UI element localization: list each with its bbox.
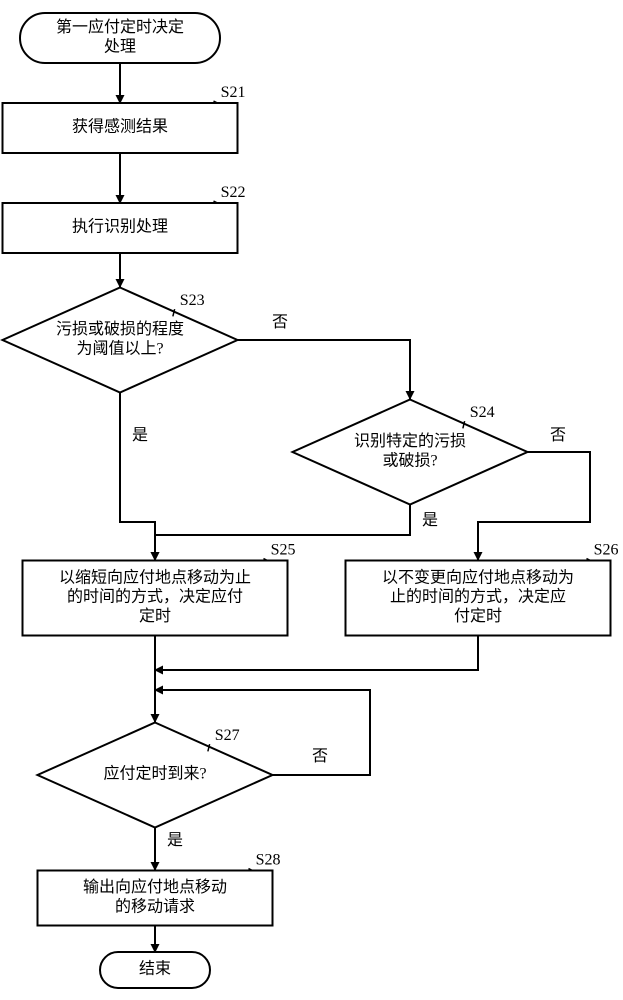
- flowchart: 否是是否否是第一应付定时决定处理获得感测结果S21执行识别处理S22污损或破损的…: [0, 0, 623, 1000]
- step-tag: S25: [271, 542, 296, 559]
- node-text: 执行识别处理: [72, 218, 168, 236]
- node-text: 处理: [104, 37, 136, 55]
- edge-label: 是: [132, 427, 148, 444]
- node-text: 结束: [139, 960, 171, 978]
- step-tag: S26: [594, 542, 619, 559]
- step-tag: S28: [256, 852, 281, 869]
- node-text: 应付定时到来?: [103, 764, 206, 783]
- step-tag: S24: [470, 404, 495, 421]
- step-tag: S27: [215, 727, 240, 744]
- node-text: 污损或破损的程度: [56, 320, 184, 338]
- node-text: 第一应付定时决定: [56, 17, 184, 36]
- step-tag: S23: [180, 292, 205, 309]
- node-text: 以缩短向应付地点移动为止: [59, 567, 251, 586]
- edge-label: 否: [312, 748, 328, 765]
- edge-label: 否: [272, 314, 288, 331]
- edge: [120, 392, 155, 560]
- node-text: 定时: [139, 607, 171, 625]
- edge-label: 是: [167, 832, 183, 849]
- edge: [237, 340, 410, 399]
- node-text: 的时间的方式，决定应付: [67, 587, 243, 606]
- node-text: 识别特定的污损: [354, 432, 466, 450]
- node-text: 的移动请求: [115, 897, 195, 915]
- node-text: 以不变更向应付地点移动为: [382, 567, 574, 586]
- edge: [155, 635, 478, 670]
- step-tag: S22: [221, 184, 246, 201]
- edge-label: 否: [550, 427, 566, 444]
- node-text: 为阈值以上?: [76, 339, 163, 357]
- edge-label: 是: [422, 512, 438, 529]
- edge: [478, 452, 590, 560]
- node-text: 止的时间的方式，决定应: [390, 587, 566, 606]
- node-text: 获得感测结果: [72, 118, 168, 136]
- step-tag: S21: [221, 84, 246, 101]
- node-text: 输出向应付地点移动: [83, 877, 227, 896]
- node-text: 付定时: [454, 607, 502, 625]
- node-text: 或破损?: [382, 451, 437, 469]
